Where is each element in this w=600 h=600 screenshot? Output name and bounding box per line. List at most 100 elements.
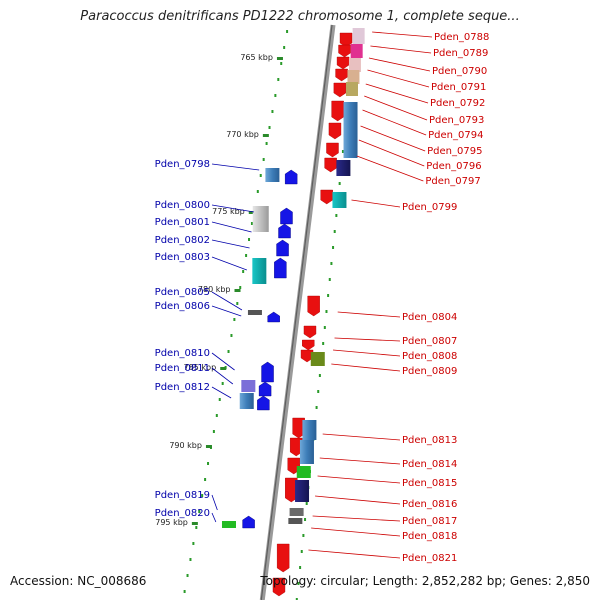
forward-gene-label: Pden_0810 (155, 348, 210, 359)
leader-line (311, 527, 401, 537)
leader-line (211, 305, 242, 317)
reverse-gene-label: Pden_0818 (402, 531, 457, 542)
chromosome-backbone (259, 24, 336, 600)
gene-block (296, 466, 311, 478)
gene-block (289, 508, 304, 516)
reverse-gene-arrow (331, 100, 344, 122)
forward-gene-label: Pden_0798 (155, 159, 210, 170)
forward-gene-arrow (242, 515, 255, 529)
reverse-gene-arrow (338, 44, 351, 58)
leader-line (332, 349, 401, 357)
forward-gene-arrow (284, 169, 298, 185)
kbp-tick-mark (234, 289, 241, 292)
reverse-gene-arrow (276, 543, 290, 573)
reverse-gene-arrow (302, 339, 315, 351)
gene-block (332, 192, 347, 208)
leader-line (337, 311, 401, 318)
reverse-gene-arrow (287, 457, 300, 475)
leader-line (360, 125, 426, 152)
accession-text: Accession: NC_008686 (10, 574, 147, 588)
leader-line (308, 549, 401, 559)
kbp-tick-label: 795 kbp (155, 518, 188, 527)
leader-line (317, 475, 401, 484)
forward-gene-label: Pden_0805 (155, 287, 210, 298)
kbp-ticks: 765 kbp 770 kbp 775 kbp 780 kbp 785 kbp 790 k… (155, 53, 283, 527)
gene-labels: Pden_0798 Pden_0800 Pden_0801 Pden_0802 Pden… (155, 31, 489, 564)
reverse-gene-arrow (335, 68, 348, 82)
leader-line (211, 386, 232, 399)
forward-gene-arrow (257, 395, 270, 411)
forward-gene-arrow (258, 381, 272, 397)
leader-line (322, 433, 401, 441)
leader-line (319, 457, 401, 465)
gene-block (343, 102, 358, 158)
leader-line (211, 367, 234, 385)
kbp-tick-mark (191, 522, 198, 525)
forward-gene-arrow (261, 361, 274, 383)
forward-gene-arrow (278, 223, 291, 239)
gene-block (239, 393, 254, 409)
leader-line (362, 109, 427, 136)
leader-line (211, 204, 255, 213)
forward-gene-label: Pden_0800 (155, 200, 210, 211)
gc-skew-dots (183, 30, 356, 600)
leader-line (312, 515, 401, 522)
leader-line (364, 95, 428, 121)
gene-block (295, 480, 310, 502)
gene-block (252, 206, 269, 232)
forward-gene-label: Pden_0806 (155, 301, 210, 312)
kbp-tick-mark (220, 367, 227, 370)
reverse-gene-label: Pden_0794 (428, 130, 483, 141)
reverse-gene-label: Pden_0813 (402, 435, 457, 446)
gene-block (241, 380, 256, 392)
gene-block (352, 28, 365, 44)
forward-gene-label: Pden_0820 (155, 508, 210, 519)
gene-block (347, 70, 360, 84)
leader-line (211, 494, 218, 511)
reverse-gene-label: Pden_0788 (434, 32, 489, 43)
forward-gene-label: Pden_0819 (155, 490, 210, 501)
leader-line (211, 352, 235, 371)
kbp-tick-mark (262, 134, 269, 137)
kbp-tick-mark (248, 211, 255, 214)
leader-line (211, 163, 260, 171)
gene-block (221, 521, 236, 528)
reverse-gene-label: Pden_0815 (402, 478, 457, 489)
reverse-gene-label: Pden_0797 (425, 176, 480, 187)
leader-line (372, 31, 433, 38)
forward-gene-label: Pden_0802 (155, 235, 210, 246)
leader-line (368, 57, 431, 72)
reverse-gene-label: Pden_0791 (431, 82, 486, 93)
reverse-gene-label: Pden_0821 (402, 553, 457, 564)
leader-line (211, 221, 252, 233)
gene-block (299, 440, 314, 464)
reverse-gene-label: Pden_0817 (402, 516, 457, 527)
reverse-gene-arrow (272, 577, 286, 597)
forward-gene-label: Pden_0811 (155, 363, 210, 374)
reverse-gene-label: Pden_0808 (402, 351, 457, 362)
leader-line (370, 45, 432, 54)
reverse-gene-arrow (285, 477, 298, 503)
reverse-gene-label: Pden_0809 (402, 366, 457, 377)
forward-gene-arrow (274, 257, 287, 279)
leader-line (351, 199, 401, 208)
gene-block (348, 58, 361, 72)
reverse-gene-label: Pden_0814 (402, 459, 457, 470)
kbp-tick-label: 775 kbp (212, 207, 245, 216)
forward-gene-label: Pden_0812 (155, 382, 210, 393)
kbp-tick-label: 765 kbp (240, 53, 273, 62)
reverse-gene-arrow (324, 157, 337, 173)
reverse-gene-arrow (320, 189, 333, 205)
leader-line (358, 139, 425, 167)
gene-block (345, 82, 358, 96)
gene-block (310, 352, 325, 366)
gene-block (302, 420, 317, 440)
leader-line (356, 155, 424, 182)
gene-block (252, 258, 267, 284)
gene-block (265, 168, 280, 182)
reverse-gene-label: Pden_0793 (429, 115, 484, 126)
gene-block (336, 160, 351, 176)
kbp-tick-label: 770 kbp (226, 130, 259, 139)
reverse-gene-label: Pden_0795 (427, 146, 482, 157)
leader-line (367, 69, 430, 88)
